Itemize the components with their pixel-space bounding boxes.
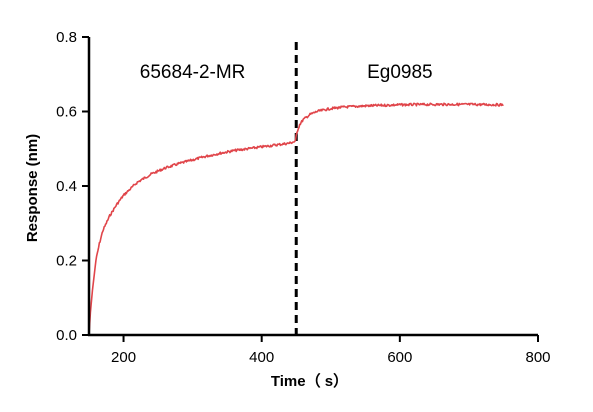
y-tick-label: 0.0 — [56, 327, 77, 344]
x-tick-label: 600 — [387, 349, 412, 366]
plot-area: 65684-2-MR Eg0985 — [88, 42, 504, 336]
response-series-line — [88, 102, 504, 336]
y-tick-label: 0.6 — [56, 104, 77, 121]
axes: 0.0 0.2 0.4 0.6 0.8 200 400 600 800 — [56, 29, 550, 366]
association-phase-label: 65684-2-MR — [140, 62, 246, 83]
y-axis-title: Response (nm) — [24, 134, 41, 242]
y-tick-label: 0.2 — [56, 253, 77, 270]
x-tick-label: 200 — [111, 349, 136, 366]
x-tick-label: 400 — [249, 349, 274, 366]
y-tick-label: 0.4 — [56, 178, 77, 195]
y-tick-label: 0.8 — [56, 29, 77, 46]
dissociation-phase-label: Eg0985 — [367, 62, 433, 83]
x-tick-label: 800 — [525, 349, 550, 366]
x-axis-title: Time（ s） — [271, 372, 348, 390]
